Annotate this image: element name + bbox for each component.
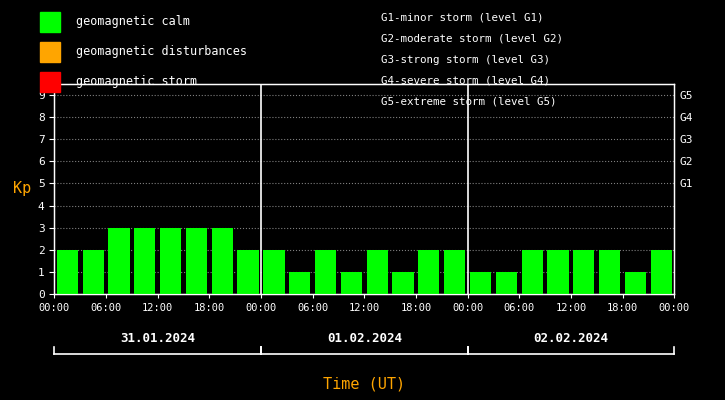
- Bar: [289, 272, 310, 294]
- Text: geomagnetic calm: geomagnetic calm: [76, 16, 190, 28]
- Text: G4-severe storm (level G4): G4-severe storm (level G4): [381, 76, 550, 86]
- Text: geomagnetic storm: geomagnetic storm: [76, 76, 197, 88]
- Text: Time (UT): Time (UT): [323, 376, 405, 392]
- Bar: [134, 228, 155, 294]
- Bar: [547, 250, 568, 294]
- Bar: [651, 250, 672, 294]
- Bar: [470, 272, 491, 294]
- Bar: [83, 250, 104, 294]
- Bar: [392, 272, 414, 294]
- Bar: [599, 250, 621, 294]
- Bar: [315, 250, 336, 294]
- Text: G5-extreme storm (level G5): G5-extreme storm (level G5): [381, 96, 556, 106]
- Bar: [573, 250, 594, 294]
- Text: 01.02.2024: 01.02.2024: [327, 332, 402, 344]
- Bar: [625, 272, 646, 294]
- Bar: [238, 250, 259, 294]
- Text: 31.01.2024: 31.01.2024: [120, 332, 195, 344]
- Bar: [160, 228, 181, 294]
- Text: G3-strong storm (level G3): G3-strong storm (level G3): [381, 55, 550, 65]
- Bar: [418, 250, 439, 294]
- Bar: [521, 250, 543, 294]
- Text: G1-minor storm (level G1): G1-minor storm (level G1): [381, 13, 543, 23]
- Text: Kp: Kp: [12, 182, 31, 196]
- Bar: [186, 228, 207, 294]
- Bar: [57, 250, 78, 294]
- Bar: [212, 228, 233, 294]
- Bar: [496, 272, 517, 294]
- Bar: [367, 250, 388, 294]
- Bar: [108, 228, 130, 294]
- Bar: [444, 250, 465, 294]
- Text: geomagnetic disturbances: geomagnetic disturbances: [76, 46, 247, 58]
- Text: G2-moderate storm (level G2): G2-moderate storm (level G2): [381, 34, 563, 44]
- Bar: [341, 272, 362, 294]
- Text: 02.02.2024: 02.02.2024: [534, 332, 608, 344]
- Bar: [263, 250, 284, 294]
